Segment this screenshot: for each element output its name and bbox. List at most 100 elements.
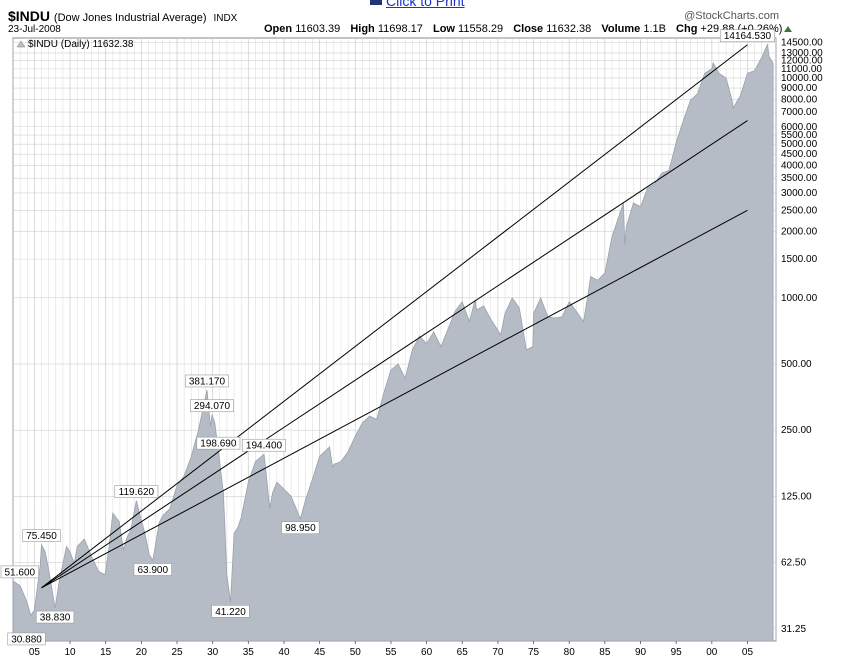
x-tick-label: 85 xyxy=(599,647,611,658)
low-value: 11558.29 xyxy=(458,23,504,35)
close-label: Close xyxy=(513,23,544,35)
annotation: 194.400 xyxy=(242,438,286,452)
trendline xyxy=(41,44,748,589)
price-area xyxy=(12,43,774,642)
annotation-box xyxy=(196,436,241,450)
open-label: Open xyxy=(264,23,293,35)
up-arrow-icon xyxy=(784,26,793,32)
y-tick-label: 10000.00 xyxy=(781,73,823,84)
x-tick-label: 65 xyxy=(457,647,469,658)
trendlines xyxy=(41,44,748,589)
y-tick-label: 11000.00 xyxy=(781,64,822,75)
annotation: 63.900 xyxy=(133,563,172,576)
annotation-label: 381.170 xyxy=(189,376,226,387)
annotation-label: 119.620 xyxy=(119,487,155,498)
area-series xyxy=(12,43,774,642)
annotation: 98.950 xyxy=(281,521,320,534)
annotation-label: 194.400 xyxy=(246,441,283,452)
annotation: 30.880 xyxy=(7,632,46,646)
annotation-box xyxy=(242,438,286,452)
y-tick-label: 6000.00 xyxy=(781,122,818,133)
x-tick-label: 95 xyxy=(671,647,683,658)
annotation: 75.450 xyxy=(22,529,61,542)
y-tick-label: 4500.00 xyxy=(781,149,818,160)
volume-value: 1.1B xyxy=(643,23,666,35)
y-tick-label: 2500.00 xyxy=(781,205,818,216)
stockcharts-brand[interactable]: @StockCharts.com xyxy=(684,10,779,22)
annotation: 198.690 xyxy=(196,436,241,450)
annotation-label: 63.900 xyxy=(137,565,168,576)
annotation-box xyxy=(719,29,775,43)
low-label: Low xyxy=(432,23,455,35)
annotation: 14164.530 xyxy=(719,29,775,43)
x-tick-label: 40 xyxy=(278,647,290,658)
x-tick-label: 30 xyxy=(207,647,219,658)
volume-label: Volume xyxy=(601,23,641,35)
annotation-box xyxy=(35,610,75,624)
annotation-box xyxy=(0,565,39,579)
symbol-name: (Dow Jones Industrial Average) xyxy=(53,12,207,24)
annotation: 38.830 xyxy=(35,610,75,624)
y-tick-label: 500.00 xyxy=(781,359,812,370)
annotation-box xyxy=(211,605,250,618)
annotation-label: 75.450 xyxy=(26,531,57,542)
annotation-label: 98.950 xyxy=(285,523,316,534)
x-tick-label: 90 xyxy=(635,647,647,658)
y-tick-label: 62.50 xyxy=(781,558,806,569)
y-tick-label: 5000.00 xyxy=(781,139,818,150)
x-tick-label: 05 xyxy=(742,647,754,658)
x-tick-label: 10 xyxy=(64,647,76,658)
y-tick-label: 250.00 xyxy=(781,425,812,436)
y-tick-label: 8000.00 xyxy=(781,94,818,105)
y-tick-label: 1000.00 xyxy=(781,293,818,304)
annotation-box xyxy=(114,485,159,498)
x-tick-label: 75 xyxy=(528,647,540,658)
trendline xyxy=(41,120,748,589)
annotation-label: 30.880 xyxy=(11,634,42,645)
x-tick-label: 60 xyxy=(421,647,433,658)
annotation-box xyxy=(185,374,229,388)
y-tick-label: 5500.00 xyxy=(781,130,818,141)
annotation-label: 38.830 xyxy=(40,613,71,624)
chart-date: 23-Jul-2008 xyxy=(8,24,61,35)
x-tick-label: 15 xyxy=(100,647,112,658)
x-tick-label: 05 xyxy=(29,647,41,658)
symbol-ticker: $INDU xyxy=(8,8,51,24)
annotation: 51.600 xyxy=(0,565,39,579)
click-to-print-link[interactable]: Click to Print xyxy=(370,0,465,9)
annotation: 294.070 xyxy=(190,399,234,413)
y-tick-label: 7000.00 xyxy=(781,107,818,118)
click-to-print-label: Click to Print xyxy=(386,0,465,9)
y-tick-label: 3500.00 xyxy=(781,173,818,184)
annotation-box xyxy=(22,529,61,542)
annotation: 381.170 xyxy=(185,374,229,388)
annotation-label: 198.690 xyxy=(200,439,237,450)
y-tick-label: 13000.00 xyxy=(781,48,823,59)
annotation-label: 294.070 xyxy=(194,401,231,412)
y-tick-label: 4000.00 xyxy=(781,160,818,171)
x-tick-label: 20 xyxy=(136,647,148,658)
x-tick-label: 80 xyxy=(564,647,576,658)
y-tick-label: 9000.00 xyxy=(781,83,818,94)
chg-label: Chg xyxy=(676,23,698,35)
y-tick-label: 1500.00 xyxy=(781,254,818,265)
legend-label: $INDU (Daily) 11632.38 xyxy=(28,39,134,50)
x-tick-label: 25 xyxy=(171,647,183,658)
y-tick-label: 31.25 xyxy=(781,624,806,635)
x-tick-label: 55 xyxy=(385,647,397,658)
x-tick-label: 50 xyxy=(350,647,362,658)
y-tick-label: 14500.00 xyxy=(781,38,823,49)
annotation-box xyxy=(7,632,46,646)
y-tick-label: 12000.00 xyxy=(781,56,823,67)
y-tick-label: 3000.00 xyxy=(781,188,818,199)
x-tick-label: 35 xyxy=(243,647,255,658)
open-value: 11603.39 xyxy=(295,23,341,35)
annotation-box xyxy=(133,563,172,576)
printer-icon xyxy=(370,0,382,6)
annotation-label: 51.600 xyxy=(5,567,36,578)
x-axis: 05 10 15 20 25 30 35 40 45 50 55 60 65 70 75 80 85 90 95 00… xyxy=(29,641,754,658)
x-tick-label: 45 xyxy=(314,647,326,658)
high-label: High xyxy=(350,23,375,35)
annotation-box xyxy=(190,399,234,413)
